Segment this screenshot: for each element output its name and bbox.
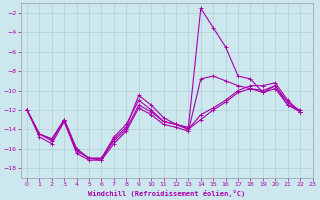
X-axis label: Windchill (Refroidissement éolien,°C): Windchill (Refroidissement éolien,°C) <box>88 190 245 197</box>
